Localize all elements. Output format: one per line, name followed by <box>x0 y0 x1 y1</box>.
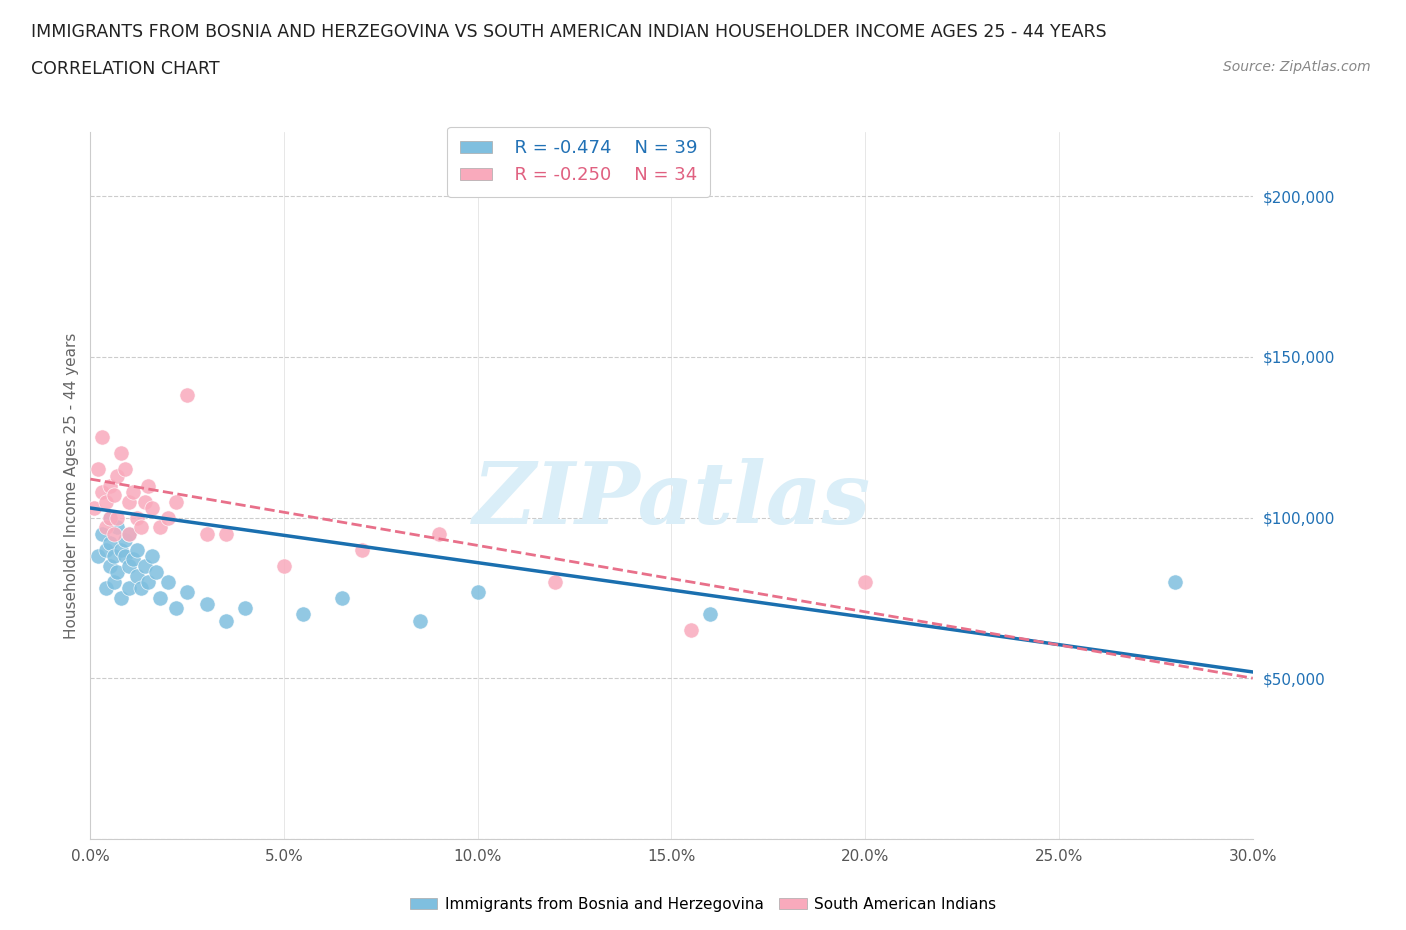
Point <box>145 565 167 579</box>
Point <box>107 469 129 484</box>
Point <box>176 388 198 403</box>
Point <box>110 445 132 460</box>
Point <box>110 542 132 557</box>
Legend:   R = -0.474    N = 39,   R = -0.250    N = 34: R = -0.474 N = 39, R = -0.250 N = 34 <box>447 126 710 197</box>
Point <box>129 581 152 596</box>
Point <box>98 478 121 493</box>
Point <box>273 558 295 573</box>
Point <box>125 542 148 557</box>
Point <box>122 485 145 499</box>
Text: Source: ZipAtlas.com: Source: ZipAtlas.com <box>1223 60 1371 74</box>
Point <box>156 511 179 525</box>
Point <box>1164 575 1187 590</box>
Point <box>98 511 121 525</box>
Point <box>195 526 218 541</box>
Point <box>87 549 110 564</box>
Point <box>176 584 198 599</box>
Legend: Immigrants from Bosnia and Herzegovina, South American Indians: Immigrants from Bosnia and Herzegovina, … <box>404 891 1002 918</box>
Point <box>114 549 136 564</box>
Point <box>83 500 105 515</box>
Point <box>125 511 148 525</box>
Text: CORRELATION CHART: CORRELATION CHART <box>31 60 219 78</box>
Point <box>138 575 160 590</box>
Point <box>141 500 163 515</box>
Point <box>679 623 702 638</box>
Point <box>107 565 129 579</box>
Point <box>103 549 125 564</box>
Point <box>94 542 117 557</box>
Point <box>134 558 156 573</box>
Point <box>91 485 114 499</box>
Point <box>118 526 141 541</box>
Point <box>134 494 156 509</box>
Point <box>215 526 238 541</box>
Point <box>165 494 187 509</box>
Point <box>114 533 136 548</box>
Point <box>149 520 172 535</box>
Point <box>156 575 179 590</box>
Point <box>544 575 567 590</box>
Point <box>408 613 430 628</box>
Point <box>233 600 256 615</box>
Point <box>292 606 315 621</box>
Point <box>129 520 152 535</box>
Point <box>125 568 148 583</box>
Point <box>118 494 141 509</box>
Point <box>103 526 125 541</box>
Point <box>141 549 163 564</box>
Point <box>215 613 238 628</box>
Point <box>118 558 141 573</box>
Point <box>138 478 160 493</box>
Point <box>107 520 129 535</box>
Point <box>467 584 489 599</box>
Point <box>350 542 373 557</box>
Text: ZIPatlas: ZIPatlas <box>472 458 870 541</box>
Point <box>853 575 876 590</box>
Point <box>149 591 172 605</box>
Point <box>330 591 353 605</box>
Point <box>165 600 187 615</box>
Point <box>114 462 136 477</box>
Point <box>122 552 145 567</box>
Point <box>98 536 121 551</box>
Point <box>110 591 132 605</box>
Y-axis label: Householder Income Ages 25 - 44 years: Householder Income Ages 25 - 44 years <box>65 332 79 639</box>
Point <box>94 581 117 596</box>
Point <box>699 606 721 621</box>
Point <box>195 597 218 612</box>
Point <box>103 487 125 502</box>
Text: IMMIGRANTS FROM BOSNIA AND HERZEGOVINA VS SOUTH AMERICAN INDIAN HOUSEHOLDER INCO: IMMIGRANTS FROM BOSNIA AND HERZEGOVINA V… <box>31 23 1107 41</box>
Point <box>103 575 125 590</box>
Point <box>118 526 141 541</box>
Point <box>94 520 117 535</box>
Point <box>87 462 110 477</box>
Point <box>91 430 114 445</box>
Point <box>94 494 117 509</box>
Point <box>427 526 450 541</box>
Point <box>98 511 121 525</box>
Point <box>107 511 129 525</box>
Point <box>118 581 141 596</box>
Point <box>98 558 121 573</box>
Point <box>91 526 114 541</box>
